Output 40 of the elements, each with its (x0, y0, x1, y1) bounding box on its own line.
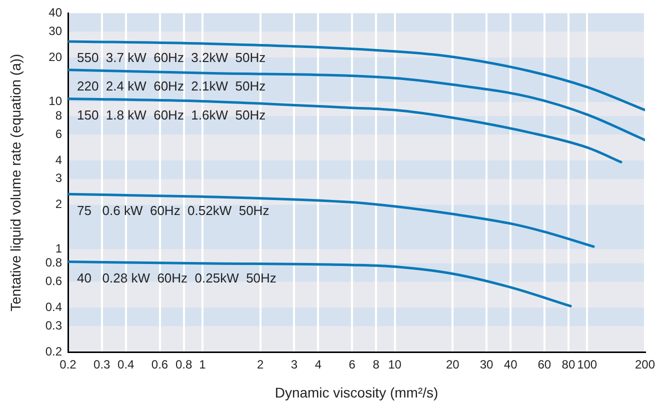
x-tick-label: 20 (446, 358, 460, 372)
y-axis-title: Tentative liquid volume rate (equation (a)) (7, 54, 24, 312)
y-tick-label: 0.3 (45, 318, 62, 332)
x-tick-label: 1 (199, 358, 206, 372)
series-label: 150 1.8 kW 60Hz 1.6kW 50Hz (77, 107, 266, 122)
y-tick-label: 6 (55, 126, 62, 141)
x-tick-label: 0.3 (94, 358, 111, 372)
x-tick-label: 80 (562, 358, 576, 372)
y-tick-label: 1 (55, 241, 62, 256)
series-label: 40 0.28 kW 60Hz 0.25kW 50Hz (77, 270, 276, 286)
x-tick-label: 0.8 (175, 358, 192, 372)
x-tick-label: 60 (538, 358, 552, 372)
y-tick-label: 30 (48, 24, 62, 38)
x-tick-label: 8 (372, 358, 380, 372)
series-label: 550 3.7 kW 60Hz 3.2kW 50Hz (77, 50, 266, 66)
y-tick-label: 10 (48, 94, 62, 108)
x-axis-title: Dynamic viscosity (mm²/s) (274, 384, 438, 400)
x-tick-label: 2 (256, 358, 264, 372)
x-tick-label: 6 (348, 358, 356, 372)
x-tick-label: 30 (480, 358, 494, 372)
x-tick-label: 0.4 (118, 358, 135, 372)
x-tick-label: 0.6 (151, 358, 168, 372)
y-tick-label: 4 (55, 152, 62, 167)
x-tick-label: 4 (314, 358, 322, 372)
x-tick-label: 200 (634, 358, 656, 372)
y-tick-label: 20 (48, 50, 62, 64)
y-tick-label: 0.6 (45, 274, 62, 288)
y-tick-label: 0.8 (45, 256, 62, 270)
y-tick-label: 0.2 (45, 344, 62, 358)
x-tick-label: 100 (577, 358, 598, 372)
x-tick-label: 10 (388, 358, 402, 372)
y-tick-label: 40 (48, 6, 62, 20)
y-tick-label: 3 (55, 171, 62, 186)
y-tick-label: 2 (55, 197, 62, 212)
x-tick-label: 40 (504, 358, 518, 372)
series-label: 75 0.6 kW 60Hz 0.52kW 50Hz (77, 202, 270, 218)
y-tick-label: 0.4 (45, 300, 62, 314)
series-label: 220 2.4 kW 60Hz 2.1kW 50Hz (77, 78, 266, 94)
y-tick-label: 8 (55, 108, 62, 122)
x-tick-label: 3 (290, 358, 298, 372)
